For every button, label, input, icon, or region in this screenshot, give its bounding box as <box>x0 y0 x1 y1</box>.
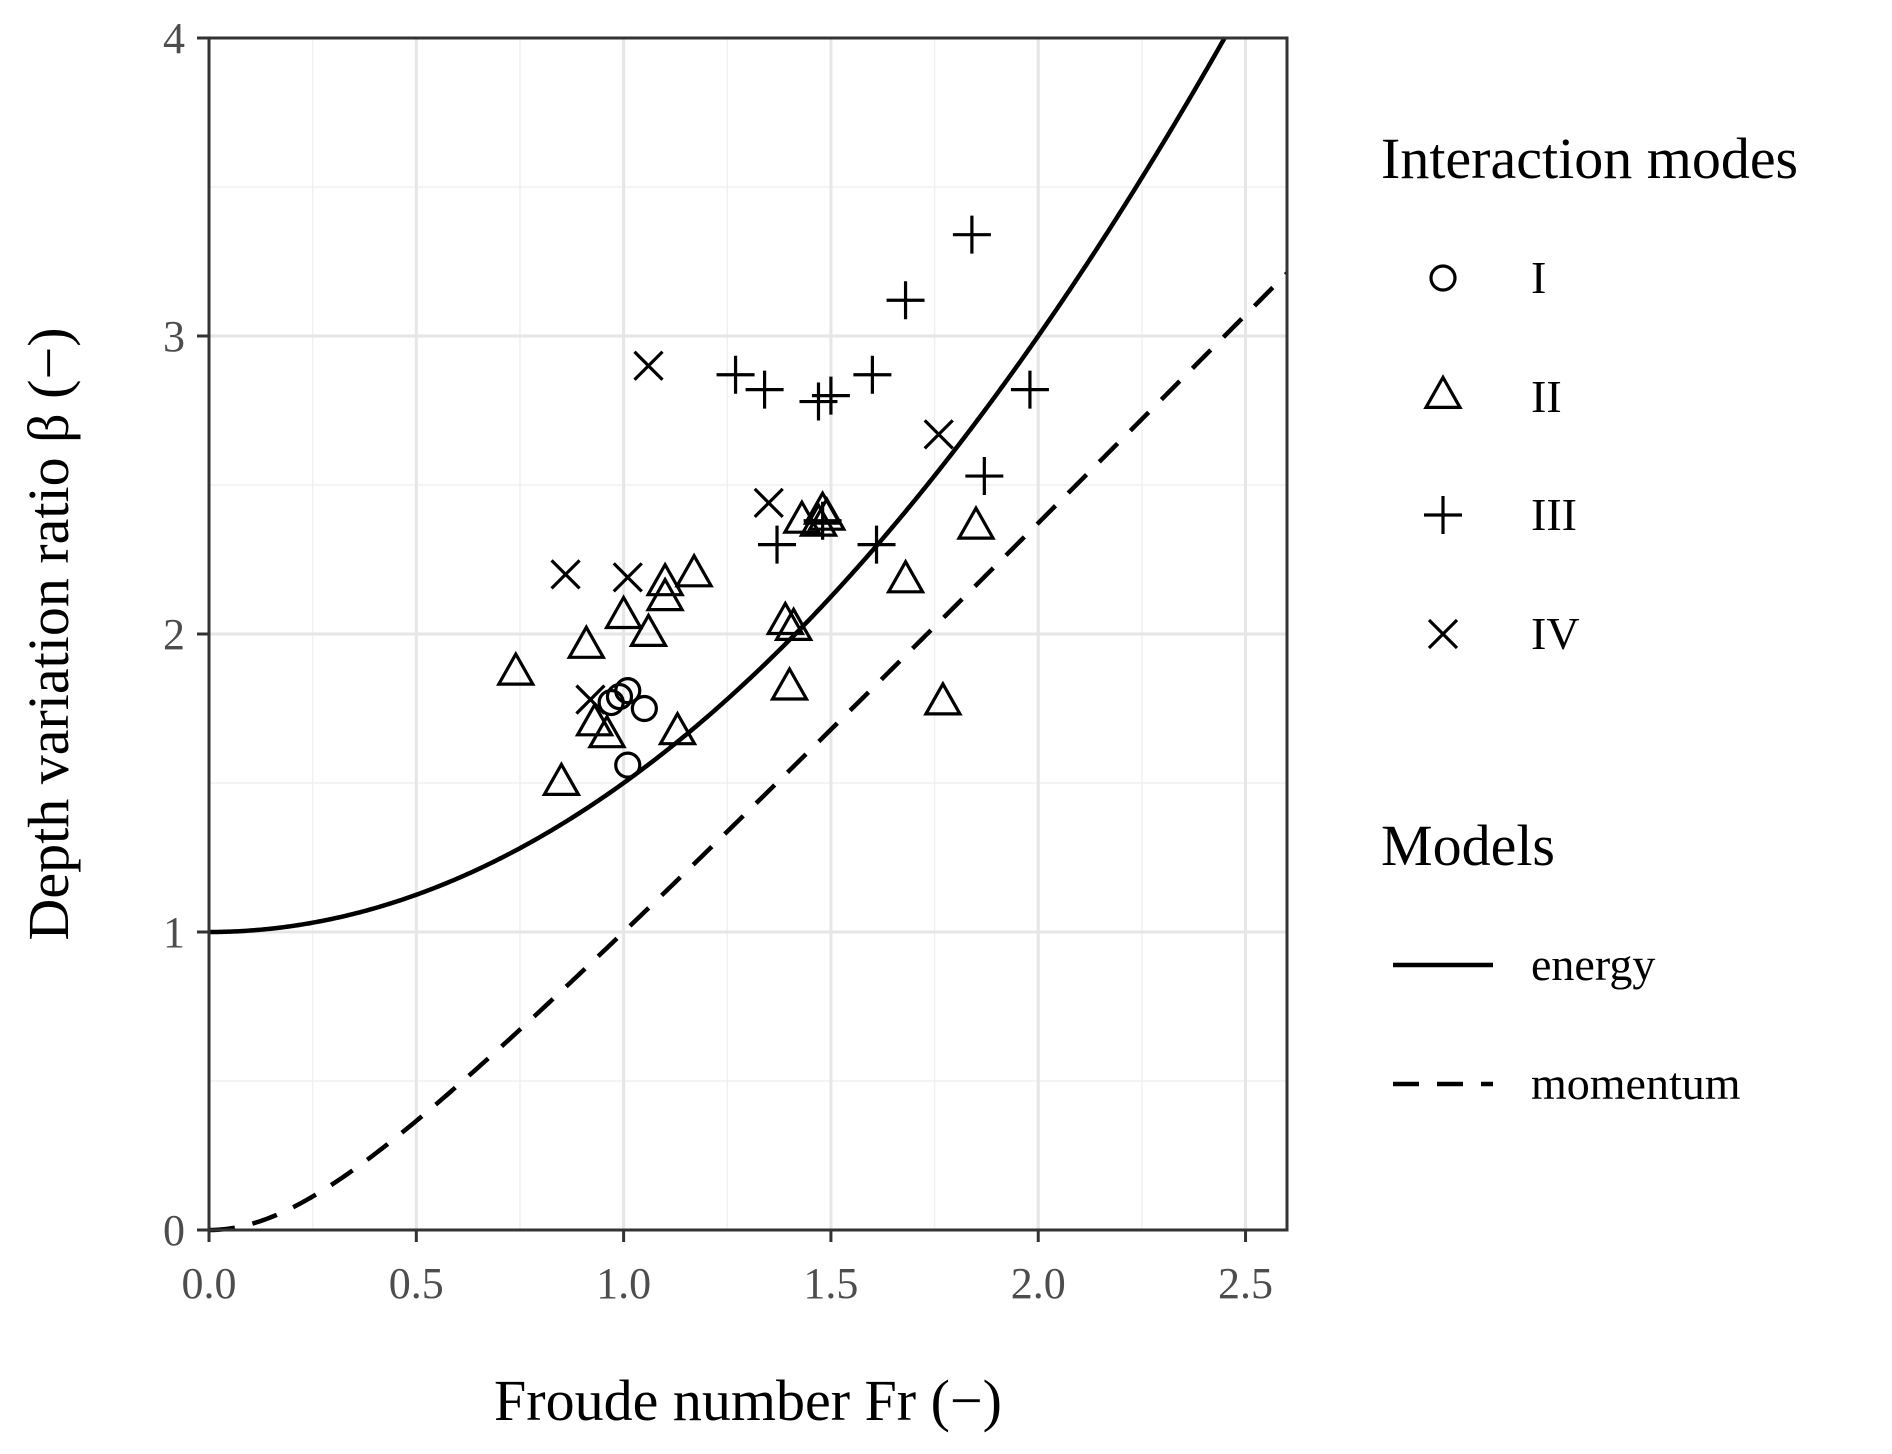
point-mode-IV <box>550 559 581 590</box>
point-mode-IV <box>753 487 784 519</box>
point-mode-II <box>587 713 627 749</box>
point-mode-II <box>541 761 582 797</box>
x-tick-label: 0.0 <box>182 1259 237 1308</box>
y-tick-label: 2 <box>163 610 185 659</box>
point-mode-II <box>574 701 615 737</box>
legend-key-II <box>1423 374 1463 409</box>
point-mode-II <box>773 606 814 642</box>
point-mode-III <box>716 355 755 394</box>
legend-label-energy: energy <box>1531 939 1655 990</box>
legend-key-III <box>1424 496 1462 534</box>
x-tick-label: 1.5 <box>803 1259 858 1308</box>
axes: 0.0 0.5 1.0 1.5 2.0 2.5 0 1 2 3 4 <box>163 14 1273 1308</box>
point-mode-II <box>674 552 714 588</box>
model-curves <box>208 37 1289 1233</box>
legend-label-IV: IV <box>1531 608 1580 659</box>
energy-curve <box>209 37 1227 935</box>
y-tick-label: 4 <box>163 14 185 63</box>
point-mode-II <box>603 594 644 630</box>
momentum-curve <box>208 271 1289 1233</box>
point-mode-II <box>885 558 926 594</box>
legend-key-I <box>1429 264 1457 292</box>
point-mode-I <box>605 682 634 711</box>
x-tick-label: 1.0 <box>596 1259 651 1308</box>
y-tick-label: 0 <box>163 1206 185 1255</box>
legend-keys <box>1393 264 1493 1087</box>
point-mode-II <box>628 612 669 648</box>
point-mode-II <box>956 504 996 540</box>
point-mode-III <box>758 525 797 564</box>
y-axis-title: Depth variation ratio β (−) <box>16 327 81 940</box>
point-mode-I <box>630 694 658 723</box>
point-mode-III <box>745 370 784 409</box>
point-mode-III <box>1010 370 1049 409</box>
legend-label-II: II <box>1531 371 1562 422</box>
x-tick-label: 2.5 <box>1218 1259 1273 1308</box>
point-mode-II <box>769 665 810 701</box>
point-mode-III <box>952 215 991 254</box>
point-mode-III <box>803 501 842 540</box>
point-mode-III <box>965 457 1004 496</box>
point-mode-IV <box>575 684 606 715</box>
x-tick-label: 2.0 <box>1011 1259 1066 1308</box>
point-mode-II <box>657 710 698 746</box>
point-mode-IV <box>612 562 643 593</box>
point-mode-III <box>811 376 850 415</box>
point-mode-IV <box>923 419 954 450</box>
point-mode-III <box>886 281 925 320</box>
legend-label-I: I <box>1531 252 1546 303</box>
point-mode-II <box>645 561 685 597</box>
point-mode-III <box>857 525 896 564</box>
point-mode-I <box>614 751 642 779</box>
grid <box>207 36 1287 1232</box>
legend-label-III: III <box>1531 489 1577 540</box>
point-mode-I <box>614 677 642 705</box>
x-tick-label: 0.5 <box>389 1259 444 1308</box>
y-tick-label: 1 <box>163 908 185 957</box>
legend-key-IV <box>1427 618 1459 650</box>
x-axis-title: Froude number Fr (−) <box>494 1368 1002 1433</box>
point-mode-II <box>496 650 536 686</box>
legend: Interaction modes I II III IV Models ene… <box>1381 126 1798 1109</box>
point-mode-II <box>923 680 963 716</box>
y-tick-label: 3 <box>163 312 185 361</box>
data-points <box>496 215 1049 797</box>
legend-title-models: Models <box>1381 813 1555 878</box>
point-mode-II <box>765 600 806 636</box>
legend-label-momentum: momentum <box>1531 1058 1741 1109</box>
point-mode-IV <box>633 350 664 381</box>
point-mode-II <box>566 624 607 659</box>
legend-title-modes: Interaction modes <box>1381 126 1798 191</box>
point-mode-III <box>853 355 892 394</box>
